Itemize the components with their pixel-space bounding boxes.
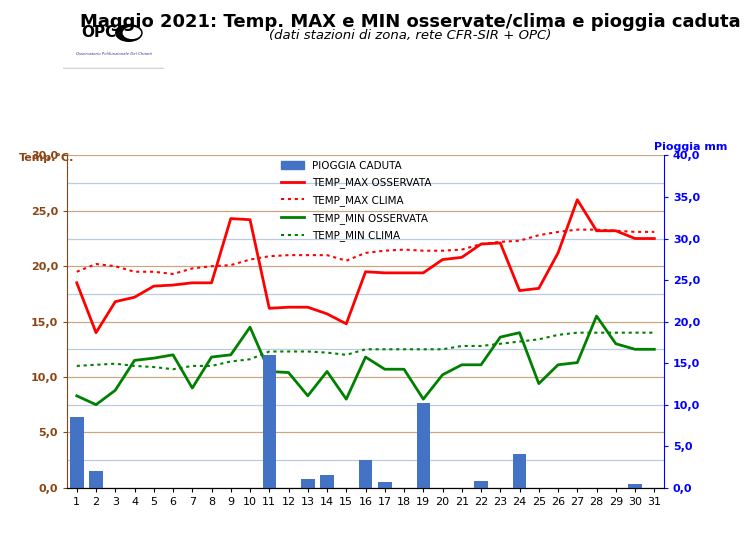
Bar bbox=[301, 480, 315, 488]
Text: Maggio 2021: Temp. MAX e MIN osservate/clima e pioggia caduta: Maggio 2021: Temp. MAX e MIN osservate/c… bbox=[80, 13, 741, 32]
Bar bbox=[90, 471, 103, 488]
Text: Pioggia mm: Pioggia mm bbox=[654, 142, 727, 152]
Text: (dati stazioni di zona, rete CFR-SIR + OPC): (dati stazioni di zona, rete CFR-SIR + O… bbox=[269, 29, 551, 42]
Bar bbox=[359, 460, 372, 488]
Bar bbox=[513, 453, 526, 488]
Circle shape bbox=[123, 27, 140, 39]
Bar bbox=[320, 475, 333, 488]
Text: Osservatorio Polifunzionale Del Chianti: Osservatorio Polifunzionale Del Chianti bbox=[76, 52, 151, 56]
FancyBboxPatch shape bbox=[61, 18, 166, 68]
Bar bbox=[416, 403, 430, 488]
Legend: PIOGGIA CADUTA, TEMP_MAX OSSERVATA, TEMP_MAX CLIMA, TEMP_MIN OSSERVATA, TEMP_MIN: PIOGGIA CADUTA, TEMP_MAX OSSERVATA, TEMP… bbox=[281, 161, 432, 241]
Bar bbox=[628, 483, 642, 488]
Bar bbox=[378, 482, 392, 488]
Bar bbox=[474, 481, 488, 488]
Circle shape bbox=[116, 25, 142, 41]
Bar bbox=[263, 355, 276, 488]
Text: Temp.°C.: Temp.°C. bbox=[19, 153, 74, 163]
Text: OPC: OPC bbox=[81, 25, 116, 40]
Bar bbox=[70, 417, 84, 488]
